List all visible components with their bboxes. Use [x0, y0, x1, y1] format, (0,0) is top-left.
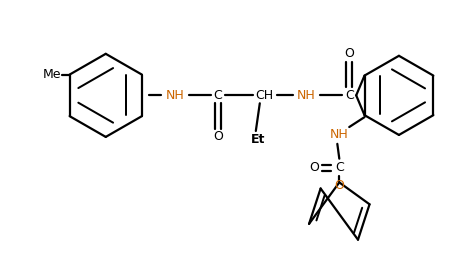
Text: C: C: [214, 89, 222, 102]
Text: NH: NH: [166, 89, 185, 102]
Text: C: C: [345, 89, 354, 102]
Text: NH: NH: [297, 89, 316, 102]
Text: O: O: [309, 161, 319, 174]
Text: CH: CH: [255, 89, 274, 102]
Text: O: O: [334, 179, 344, 192]
Text: Et: Et: [251, 133, 265, 146]
Text: C: C: [335, 161, 344, 174]
Text: O: O: [344, 47, 354, 60]
Text: Me: Me: [43, 68, 61, 81]
Text: O: O: [213, 131, 223, 143]
Text: NH: NH: [330, 128, 349, 141]
